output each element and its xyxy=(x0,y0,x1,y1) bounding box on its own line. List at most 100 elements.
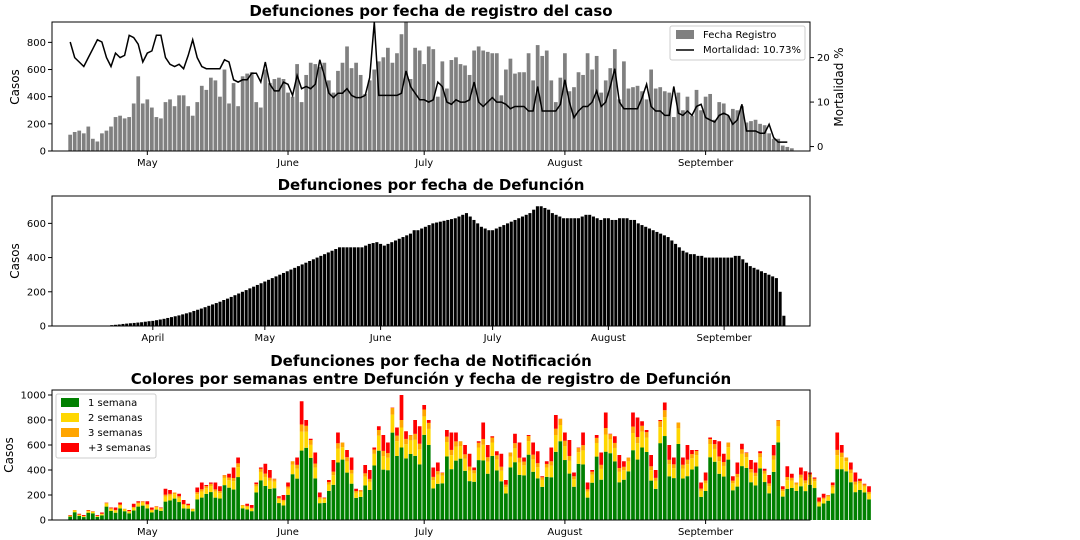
notificacion-bar-segment xyxy=(717,441,722,457)
registro-bar xyxy=(662,91,667,151)
legend-label: 3 semanas xyxy=(88,428,142,439)
notificacion-bar-segment xyxy=(848,482,853,520)
notificacion-bar-segment xyxy=(181,500,186,504)
notificacion-bar-segment xyxy=(544,461,549,464)
notificacion-bar-segment xyxy=(812,488,817,520)
notificacion-bar-segment xyxy=(690,450,694,455)
notificacion-bar-segment xyxy=(236,457,240,464)
notificacion-bar-segment xyxy=(817,501,821,503)
notificacion-bar-segment xyxy=(240,505,245,509)
registro-bar xyxy=(699,110,703,151)
notificacion-bar-segment xyxy=(199,482,204,490)
notificacion-bar-segment xyxy=(358,490,363,493)
registro-bar xyxy=(712,119,717,151)
notificacion-bar-segment xyxy=(290,461,295,465)
registro-bar xyxy=(118,115,122,151)
notificacion-bar-segment xyxy=(186,503,191,506)
registro-bar xyxy=(245,73,250,151)
registro-bar xyxy=(240,76,245,151)
notificacion-bar-segment xyxy=(490,455,495,520)
defuncion-bar xyxy=(588,214,592,326)
notificacion-bar-segment xyxy=(281,499,286,502)
notificacion-bar-segment xyxy=(535,467,540,479)
registro-bar xyxy=(231,83,236,151)
notificacion-bar-segment xyxy=(485,457,490,462)
defuncion-bar xyxy=(450,219,454,326)
defuncion-bar xyxy=(737,255,741,326)
notificacion-bar-segment xyxy=(644,432,649,438)
notificacion-bar-segment xyxy=(789,477,794,481)
chart-notificacion-frame xyxy=(51,389,811,521)
notificacion-bar-segment xyxy=(721,476,726,520)
xtick-label: June xyxy=(276,527,299,538)
notificacion-bar-segment xyxy=(140,501,145,503)
legend-swatch xyxy=(61,443,79,452)
notificacion-bar-segment xyxy=(190,511,195,520)
notificacion-bar-segment xyxy=(762,473,767,483)
registro-bar xyxy=(236,106,240,151)
notificacion-bar-segment xyxy=(549,477,554,520)
defuncion-bar xyxy=(528,213,532,326)
legend-label-mortalidad: Mortalidad: 10.73% xyxy=(703,45,801,56)
notificacion-bar-segment xyxy=(413,433,417,440)
chart-defuncion-ylabel: Casos xyxy=(8,243,22,279)
chart-registro: Defunciones por fecha de registro del ca… xyxy=(8,2,846,169)
notificacion-bar-segment xyxy=(122,509,127,512)
notificacion-bar-segment xyxy=(317,503,322,520)
notificacion-bar-segment xyxy=(567,460,572,474)
notificacion-bar-segment xyxy=(762,470,767,474)
notificacion-bar-segment xyxy=(308,440,313,445)
notificacion-bar-segment xyxy=(268,488,272,520)
notificacion-bar-segment xyxy=(404,444,408,459)
defuncion-bar xyxy=(143,321,147,326)
defuncion-bar xyxy=(756,269,760,326)
notificacion-bar-segment xyxy=(104,506,109,520)
xtick-label: August xyxy=(591,333,626,344)
notificacion-bar-segment xyxy=(90,511,95,512)
registro-bar xyxy=(268,83,272,151)
notificacion-bar-segment xyxy=(404,438,408,445)
notificacion-bar-segment xyxy=(159,507,163,509)
registro-bar xyxy=(526,53,531,151)
registro-bar xyxy=(263,69,268,151)
notificacion-bar-segment xyxy=(327,484,331,491)
registro-bar xyxy=(717,102,722,151)
notificacion-bar-segment xyxy=(771,471,776,520)
notificacion-bar-segment xyxy=(104,503,109,507)
notificacion-bar-segment xyxy=(222,477,227,486)
notificacion-bar-segment xyxy=(867,486,871,492)
defuncion-bar xyxy=(606,218,610,326)
registro-bar xyxy=(508,58,513,151)
notificacion-bar-segment xyxy=(354,488,358,491)
notificacion-bar-segment xyxy=(767,493,772,520)
defuncion-bar xyxy=(715,257,719,326)
defuncion-bar xyxy=(771,276,775,326)
notificacion-bar-segment xyxy=(499,453,504,467)
notificacion-bar-segment xyxy=(867,491,871,494)
registro-bar xyxy=(735,110,740,151)
notificacion-bar-segment xyxy=(104,502,109,504)
defuncion-bar xyxy=(610,219,614,326)
notificacion-bar-segment xyxy=(404,431,408,439)
defuncion-bar xyxy=(423,226,427,326)
defuncion-bar xyxy=(461,214,465,326)
registro-bar xyxy=(599,92,604,151)
defuncion-bar xyxy=(285,271,289,326)
notificacion-bar-segment xyxy=(199,491,204,498)
notificacion-bar-segment xyxy=(386,442,390,454)
defuncion-bar xyxy=(117,324,121,326)
notificacion-bar-segment xyxy=(186,505,191,509)
notificacion-bar-segment xyxy=(839,452,844,458)
defuncion-bar xyxy=(726,257,730,326)
notificacion-bar-segment xyxy=(690,469,694,520)
legend-box xyxy=(669,25,806,61)
notificacion-bar-segment xyxy=(749,482,753,520)
notificacion-bar-segment xyxy=(249,511,254,520)
notificacion-bar-segment xyxy=(145,505,150,509)
notificacion-bar-segment xyxy=(100,514,104,516)
notificacion-bar-segment xyxy=(249,508,254,512)
notificacion-bar-segment xyxy=(68,516,73,520)
notificacion-bar-segment xyxy=(372,447,377,450)
notificacion-bar-segment xyxy=(245,503,250,506)
chart-notificacion: Defunciones por fecha de Notificación Co… xyxy=(2,352,871,538)
